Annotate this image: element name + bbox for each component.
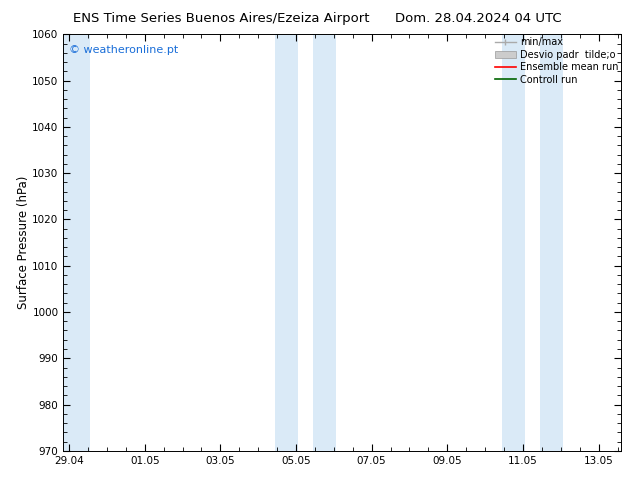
Bar [313,34,336,451]
Y-axis label: Surface Pressure (hPa): Surface Pressure (hPa) [16,176,30,309]
Text: © weatheronline.pt: © weatheronline.pt [69,45,178,55]
Text: ENS Time Series Buenos Aires/Ezeiza Airport      Dom. 28.04.2024 04 UTC: ENS Time Series Buenos Aires/Ezeiza Airp… [73,12,561,25]
Bar [275,34,298,451]
Bar [63,34,90,451]
Bar [540,34,563,451]
Bar [502,34,525,451]
Legend: min/max, Desvio padr  tilde;o, Ensemble mean run, Controll run: min/max, Desvio padr tilde;o, Ensemble m… [495,37,618,84]
